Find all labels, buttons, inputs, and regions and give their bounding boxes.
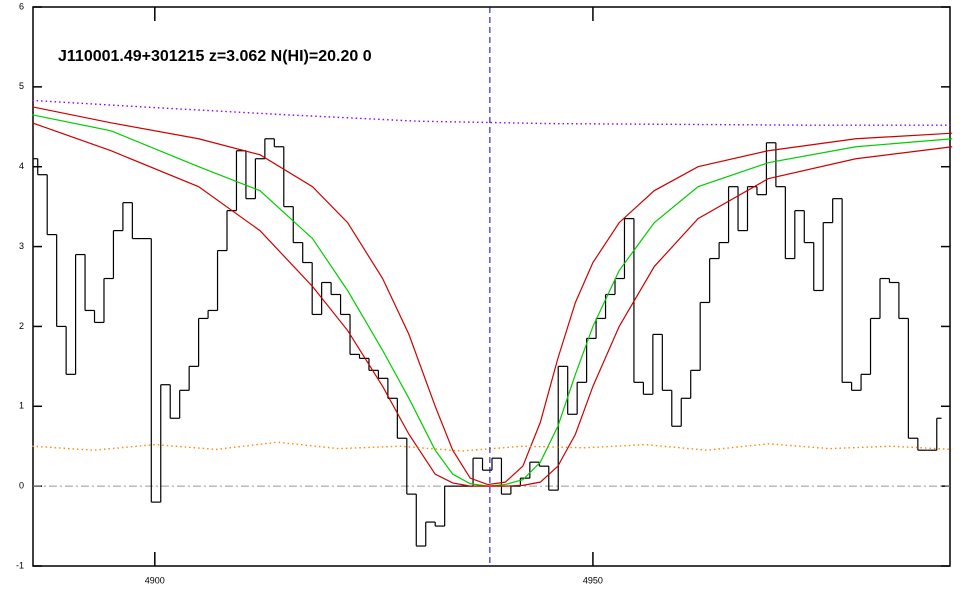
x-tick-label: 4950	[583, 575, 603, 585]
y-tick-label: 5	[19, 81, 24, 91]
y-tick-label: 1	[19, 401, 24, 411]
model-curve	[32, 114, 953, 487]
dotted-curve	[32, 441, 953, 452]
model-curve	[32, 106, 953, 486]
model-curve	[31, 122, 953, 487]
plot-frame	[32, 6, 951, 567]
y-tick-label: 4	[19, 161, 24, 171]
chart-title: J110001.49+301215 z=3.062 N(HI)=20.20 0	[58, 48, 372, 65]
y-tick-label: 2	[19, 321, 24, 331]
y-tick-label: 0	[19, 481, 24, 491]
x-tick-label: 4900	[145, 575, 165, 585]
y-tick-label: 3	[19, 241, 24, 251]
y-tick-label: 6	[19, 1, 24, 11]
dotted-curve	[32, 99, 953, 126]
y-tick-label: -1	[16, 560, 24, 570]
